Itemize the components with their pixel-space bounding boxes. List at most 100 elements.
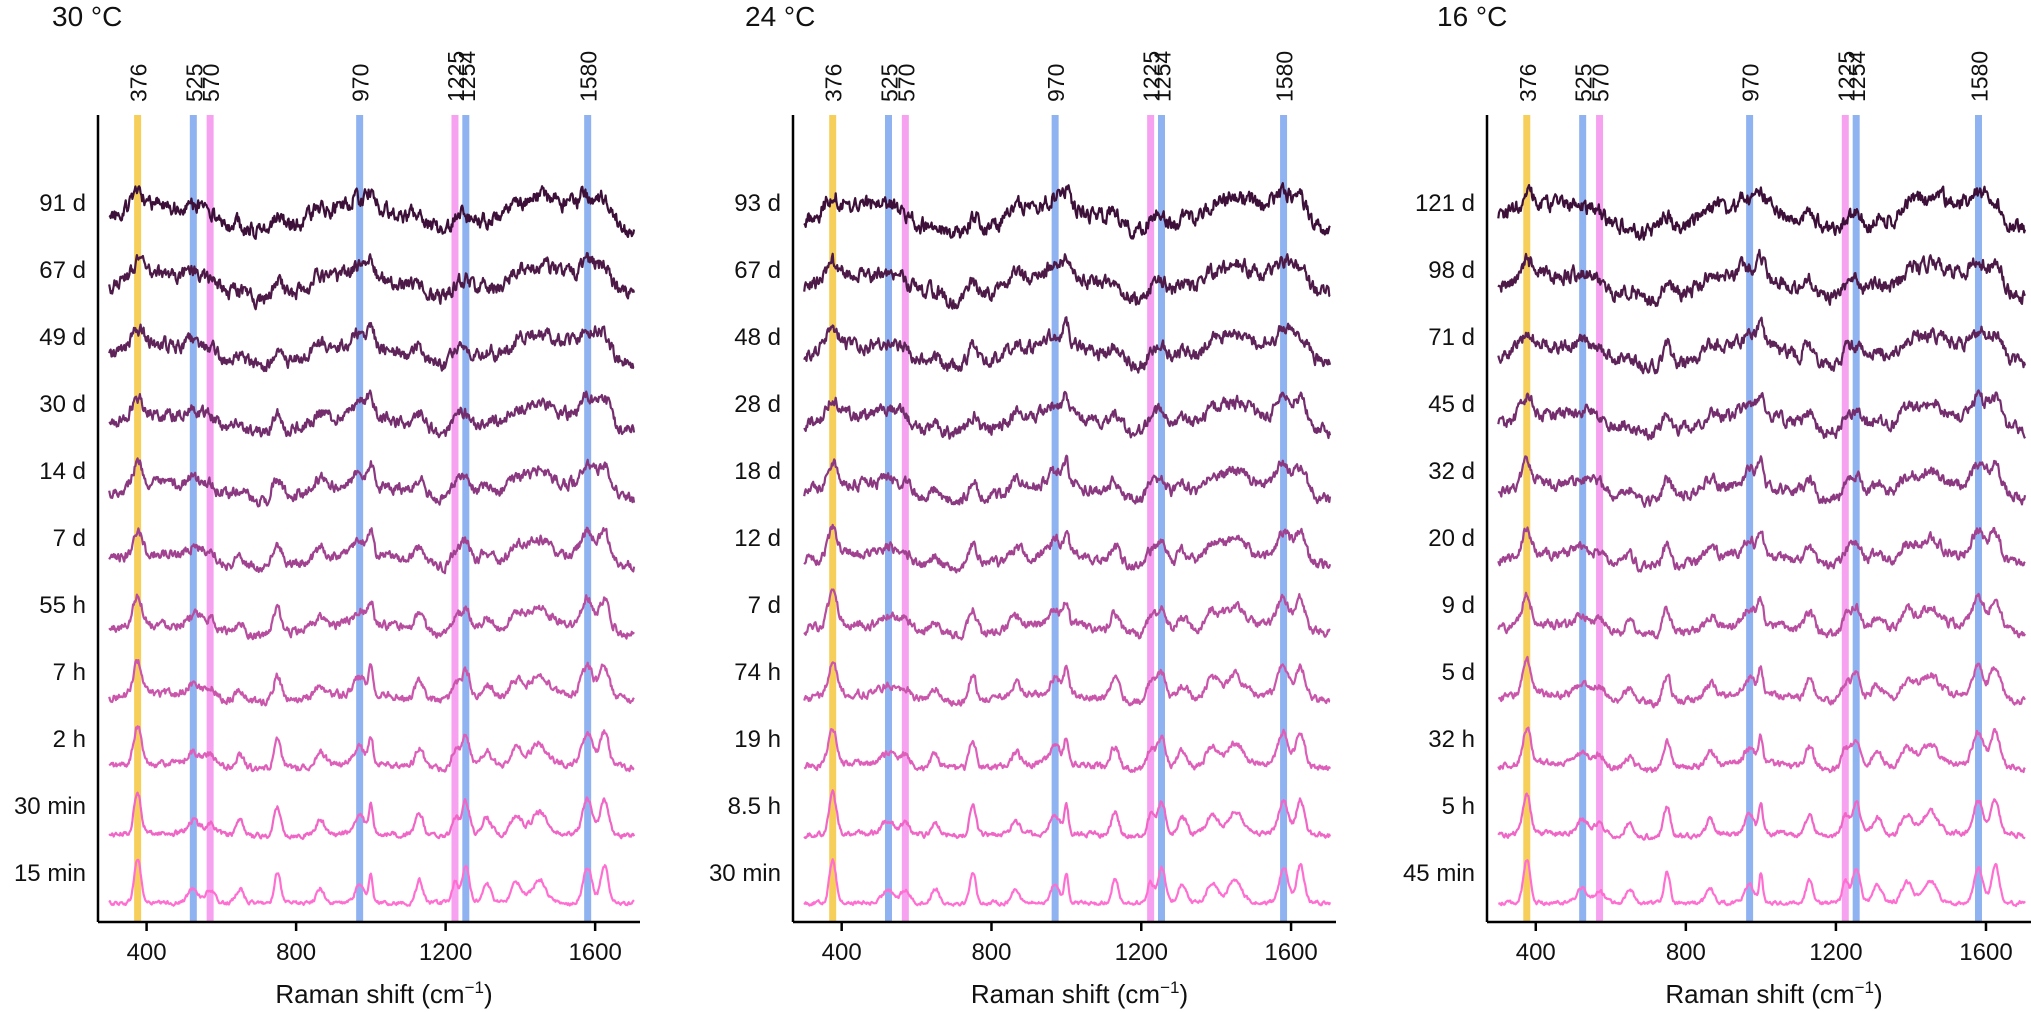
series-label: 93 d [734, 190, 781, 217]
x-axis-label: Raman shift (cm−1) [275, 978, 492, 1009]
x-tick-label: 1600 [568, 939, 621, 966]
peak-label-1254: 1254 [1844, 51, 1870, 102]
spectrum-71-d [1497, 316, 2027, 375]
peak-line-1254 [462, 115, 470, 922]
x-tick-label: 400 [822, 939, 862, 966]
series-label: 30 min [14, 793, 86, 820]
spectrum-45-d [1497, 389, 2026, 441]
peak-line-525 [884, 115, 892, 922]
series-label: 32 h [1428, 726, 1475, 753]
series-label: 20 d [1428, 525, 1475, 552]
x-tick-label: 1600 [1959, 939, 2012, 966]
spectrum-91-d [108, 185, 636, 240]
x-tick-label: 400 [1516, 939, 1556, 966]
spectrum-7-d [108, 526, 636, 575]
peak-line-525 [1579, 115, 1587, 922]
spectrum-12-d [803, 523, 1332, 574]
spectrum-121-d [1497, 184, 2027, 241]
series-label: 19 h [734, 726, 781, 753]
peak-label-1254: 1254 [454, 51, 480, 102]
x-axis-label: Raman shift (cm−1) [1665, 978, 1882, 1009]
x-tick-label: 800 [276, 939, 316, 966]
spectrum-28-d [803, 390, 1332, 440]
spectrum-5-d [1497, 655, 2026, 709]
series-label: 2 h [53, 726, 86, 753]
peak-label-376: 376 [821, 64, 847, 102]
panel-title: 30 °C [52, 1, 122, 32]
series-label: 28 d [734, 391, 781, 418]
peak-label-1254: 1254 [1149, 51, 1175, 102]
spectrum-55-h [108, 593, 635, 641]
panel-title: 24 °C [745, 1, 815, 32]
peak-label-1225: 1225 [443, 51, 469, 102]
spectrum-2-h [108, 725, 635, 773]
peak-label-570: 570 [198, 64, 224, 102]
peak-line-376 [134, 115, 142, 922]
series-label: 7 d [748, 592, 781, 619]
spectrum-49-d [108, 321, 635, 373]
series-label: 14 d [39, 458, 86, 485]
peak-label-1580: 1580 [1966, 51, 1992, 102]
series-label: 45 min [1403, 860, 1475, 887]
series-label: 32 d [1428, 458, 1475, 485]
peak-line-570 [1596, 115, 1604, 922]
panel-title: 16 °C [1437, 1, 1507, 32]
series-label: 5 h [1442, 793, 1475, 820]
peak-label-525: 525 [876, 64, 902, 102]
peak-line-525 [189, 115, 197, 922]
series-label: 30 d [39, 391, 86, 418]
spectrum-67-d [803, 252, 1331, 310]
series-label: 30 min [709, 860, 781, 887]
spectrum-7-d [803, 588, 1331, 641]
peak-line-376 [1523, 115, 1531, 922]
spectrum-9-d [1497, 591, 2026, 640]
x-tick-label: 1200 [1809, 939, 1862, 966]
peak-line-970 [356, 115, 364, 922]
spectrum-67-d [108, 252, 636, 311]
series-label: 48 d [734, 324, 781, 351]
series-label: 18 d [734, 458, 781, 485]
spectrum-5-h [1497, 792, 2026, 841]
series-label: 67 d [39, 257, 86, 284]
series-label: 49 d [39, 324, 86, 351]
spectrum-30-min [108, 791, 636, 840]
peak-label-1580: 1580 [1272, 51, 1298, 102]
peak-label-376: 376 [1515, 64, 1541, 102]
peak-line-1580 [584, 115, 592, 922]
peak-line-1254 [1852, 115, 1860, 922]
spectrum-48-d [803, 316, 1332, 374]
peak-label-1225: 1225 [1139, 51, 1165, 102]
peak-label-970: 970 [1043, 64, 1069, 102]
x-axis-label: Raman shift (cm−1) [971, 978, 1188, 1009]
series-label: 9 d [1442, 592, 1475, 619]
series-label: 98 d [1428, 257, 1475, 284]
peak-line-570 [206, 115, 214, 922]
series-label: 91 d [39, 190, 86, 217]
peak-line-1580 [1974, 115, 1982, 922]
spectrum-74-h [803, 661, 1331, 707]
peak-line-1225 [1147, 115, 1155, 922]
series-label: 71 d [1428, 324, 1475, 351]
spectrum-8.5-h [803, 789, 1332, 840]
x-tick-label: 1200 [419, 939, 472, 966]
x-tick-label: 800 [971, 939, 1011, 966]
peak-label-970: 970 [1738, 64, 1764, 102]
x-tick-label: 1600 [1264, 939, 1317, 966]
series-label: 74 h [734, 659, 781, 686]
peak-line-376 [829, 115, 837, 922]
peak-label-1225: 1225 [1833, 51, 1859, 102]
series-label: 55 h [39, 592, 86, 619]
spectrum-32-h [1497, 726, 2026, 774]
peak-line-1580 [1280, 115, 1288, 922]
peak-label-570: 570 [1588, 64, 1614, 102]
series-label: 7 d [53, 525, 86, 552]
spectrum-98-d [1497, 248, 2026, 308]
peak-label-570: 570 [893, 64, 919, 102]
peak-label-525: 525 [1571, 64, 1597, 102]
peak-line-970 [1746, 115, 1754, 922]
spectrum-15-min [108, 858, 635, 907]
spectrum-45-min [1497, 859, 2026, 908]
